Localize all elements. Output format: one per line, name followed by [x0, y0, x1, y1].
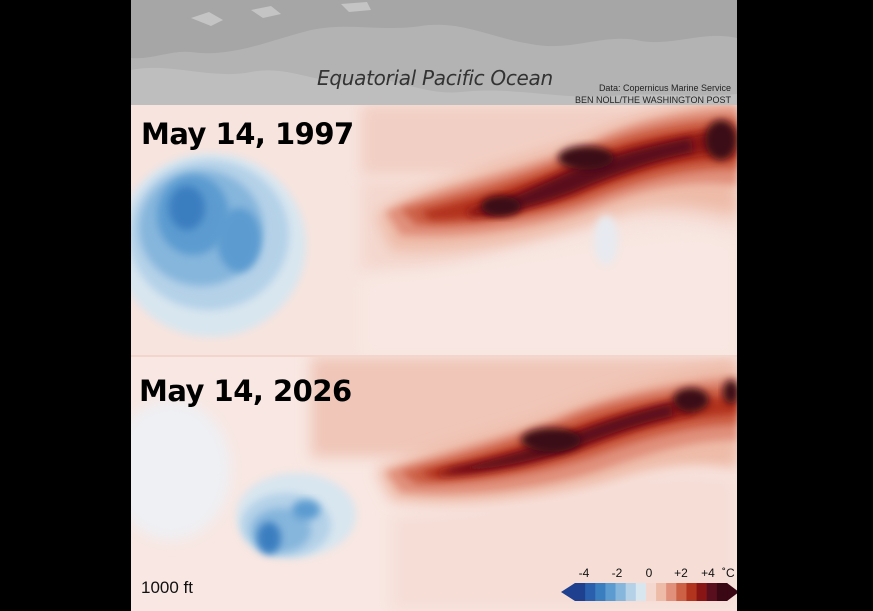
panel-2026-field: [131, 357, 737, 611]
legend-unit: ˚C: [722, 566, 735, 580]
legend-tick-plus2: +2: [674, 566, 688, 580]
land-coast: [131, 67, 737, 105]
panel-date-1997: May 14, 1997: [141, 117, 354, 151]
byline-credit: BEN NOLL/THE WASHINGTON POST: [574, 95, 731, 105]
panel-divider: [131, 355, 737, 358]
depth-label: 1000 ft: [141, 578, 193, 597]
map-title: Equatorial Pacific Ocean: [317, 66, 553, 90]
legend-tick-minus2: -2: [611, 566, 623, 580]
data-source-credit: Data: Copernicus Marine Service: [598, 83, 731, 93]
legend-tick-plus4: +4: [701, 566, 715, 580]
panel-1997-field: [131, 105, 737, 357]
land-interior: [131, 0, 737, 59]
legend-tick-zero: 0: [645, 566, 653, 580]
ocean-anomaly-figure: Equatorial Pacific Ocean Data: Copernicu…: [131, 0, 737, 611]
land-islands: [191, 2, 371, 26]
legend-tick-minus4: -4: [578, 566, 590, 580]
map-graphic: [131, 0, 737, 611]
panel-date-2026: May 14, 2026: [139, 374, 352, 408]
